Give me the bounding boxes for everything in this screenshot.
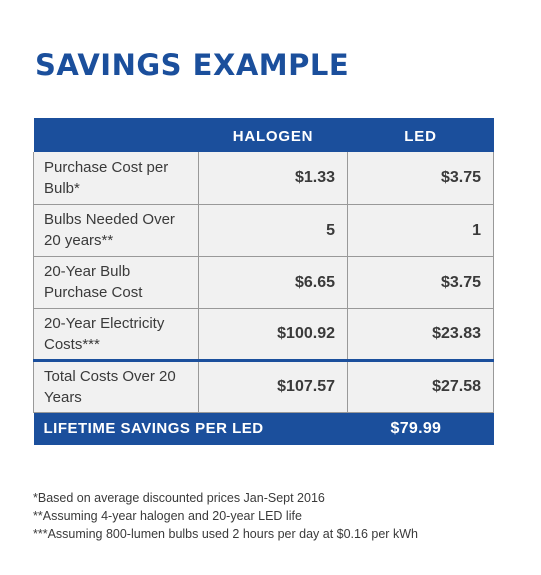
table-row-total: Total Costs Over 20 Years $107.57 $27.58 xyxy=(33,358,494,413)
halogen-value: $107.57 xyxy=(198,358,348,413)
halogen-value: $6.65 xyxy=(198,255,348,309)
footnote: **Assuming 4-year halogen and 20-year LE… xyxy=(33,509,302,523)
led-value: $3.75 xyxy=(347,255,494,309)
page-title: SAVINGS EXAMPLE xyxy=(35,48,350,82)
row-label: Bulbs Needed Over 20 years** xyxy=(33,203,199,257)
halogen-value: $1.33 xyxy=(198,152,348,205)
row-label: Purchase Cost per Bulb* xyxy=(33,152,199,205)
header-led: LED xyxy=(347,118,494,152)
led-value: 1 xyxy=(347,203,494,257)
table-row: 20-Year Bulb Purchase Cost $6.65 $3.75 xyxy=(33,255,494,309)
row-label: 20-Year Electricity Costs*** xyxy=(33,307,199,361)
savings-table: HALOGEN LED Purchase Cost per Bulb* $1.3… xyxy=(33,118,494,445)
savings-label: LIFETIME SAVINGS PER LED xyxy=(33,412,348,445)
row-label: 20-Year Bulb Purchase Cost xyxy=(33,255,199,309)
savings-value: $79.99 xyxy=(347,412,494,445)
halogen-value: $100.92 xyxy=(198,307,348,361)
header-empty xyxy=(33,118,199,152)
led-value: $27.58 xyxy=(347,358,494,413)
savings-row: LIFETIME SAVINGS PER LED $79.99 xyxy=(33,412,494,445)
table-header-row: HALOGEN LED xyxy=(33,118,494,152)
led-value: $3.75 xyxy=(347,152,494,205)
halogen-value: 5 xyxy=(198,203,348,257)
footnote: *Based on average discounted prices Jan-… xyxy=(33,491,325,505)
header-halogen: HALOGEN xyxy=(198,118,348,152)
savings-table-container: HALOGEN LED Purchase Cost per Bulb* $1.3… xyxy=(33,118,494,445)
table-row: Purchase Cost per Bulb* $1.33 $3.75 xyxy=(33,152,494,205)
footnote: ***Assuming 800-lumen bulbs used 2 hours… xyxy=(33,527,418,541)
table-row: Bulbs Needed Over 20 years** 5 1 xyxy=(33,203,494,257)
led-value: $23.83 xyxy=(347,307,494,361)
row-label: Total Costs Over 20 Years xyxy=(33,358,199,413)
footnotes: *Based on average discounted prices Jan-… xyxy=(33,489,513,543)
table-row: 20-Year Electricity Costs*** $100.92 $23… xyxy=(33,307,494,361)
